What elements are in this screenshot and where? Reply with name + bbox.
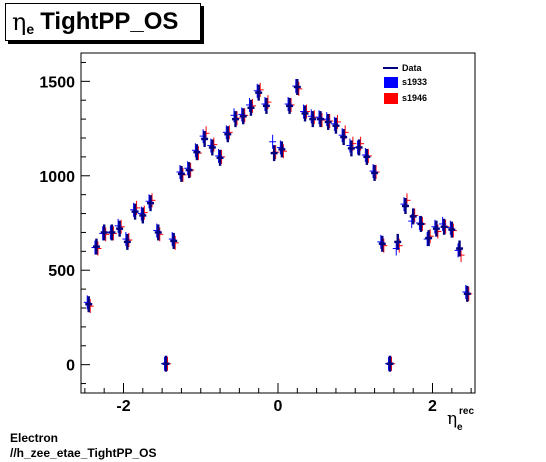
Data-point [440,218,448,235]
Data-point [301,105,309,122]
Data-point [185,162,193,179]
Data-point [456,240,464,257]
Data-point [154,224,162,241]
Data-point [386,355,394,372]
Data-point [232,111,239,128]
Data-point [208,139,216,156]
Data-point [224,126,232,143]
Data-point [317,111,324,128]
title-text: TightPP_OS [40,8,179,35]
Data-point [332,117,340,134]
Data-point [293,79,301,95]
Data-point [378,235,386,252]
legend-entry-s1946: s1946 [384,93,427,104]
legend-entry-s1933: s1933 [384,77,427,88]
histogram-title: η e TightPP_OS [5,3,201,41]
Data-point [448,221,456,238]
Data-point [347,140,355,157]
Data-point [131,203,139,220]
Data-point [116,220,124,237]
legend-label: s1933 [402,77,427,87]
Data-point [270,145,278,162]
y-axis: 0 500 1000 1500 [39,61,90,385]
legend-swatch-box [384,93,398,104]
Data-point [401,198,409,214]
legend: Data s1933 s1946 [383,63,427,104]
Data-point [286,97,294,114]
y-tick-label: 500 [48,263,75,280]
y-tick-label: 0 [66,358,75,375]
Data-point [108,224,116,241]
x-axis-title-symbol: η [447,409,457,429]
x-axis-title-subscript: e [457,422,463,433]
Data-point [92,238,100,255]
series-s1946 [86,81,473,371]
Data-point [340,129,348,146]
Data-point [425,230,433,247]
series-s1933 [83,79,470,371]
Data-point [162,355,170,372]
Data-point [463,285,471,302]
Data-point [363,148,371,165]
s1933-point [269,134,277,149]
Data-point [123,233,131,250]
Data-point [278,141,286,158]
Data-point [177,165,185,182]
Data-point [409,208,417,225]
x-tick-label: 0 [274,398,283,415]
y-tick-label: 1500 [39,74,75,91]
Data-point [324,113,332,130]
plot-frame [80,52,476,394]
Data-point [201,130,209,147]
legend-swatch-box [384,77,398,88]
Data-point [193,144,201,161]
footer-label: Electron [10,431,59,445]
title-subscript: e [26,21,35,37]
x-tick-label: 2 [428,398,437,415]
Data-point [417,215,425,232]
series-layer [83,79,473,372]
Data-point [85,296,93,313]
x-axis: -2 0 2 [84,383,472,415]
x-axis-title: η e rec [447,406,474,433]
legend-entry-Data: Data [383,63,423,73]
Data-point [216,149,224,166]
Data-point [309,111,317,128]
Data-point [100,224,108,241]
title-eta-symbol: η [12,8,27,36]
legend-label: Data [402,63,423,73]
legend-label: s1946 [402,93,427,103]
Data-point [394,233,402,250]
Data-point [170,232,178,249]
series-Data [85,79,471,372]
Data-point [139,207,147,224]
footer-path: //h_zee_etae_TightPP_OS [10,446,157,460]
x-axis-title-superscript: rec [459,406,474,417]
Data-point [255,84,263,101]
Data-point [371,164,379,181]
x-tick-label: -2 [116,398,130,415]
Data-point [247,99,255,116]
Data-point [147,195,155,212]
Data-point [239,108,247,125]
Data-point [355,139,363,156]
Data-point [432,220,440,237]
Data-point [262,97,270,114]
y-tick-label: 1000 [39,169,75,186]
